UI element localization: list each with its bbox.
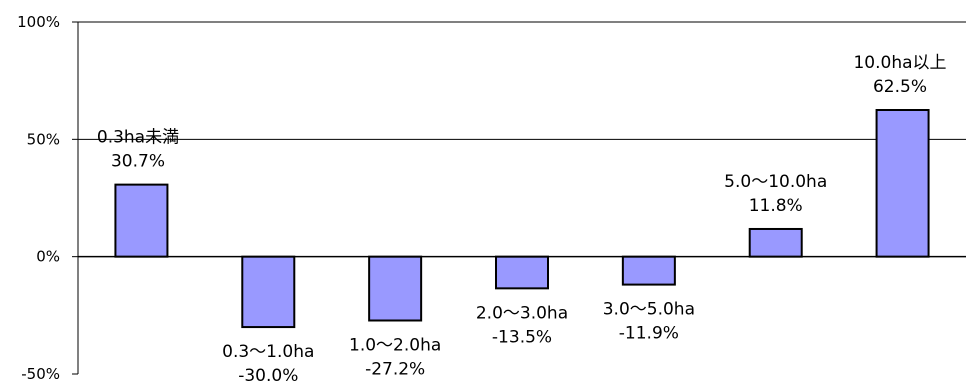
category-label: 5.0〜10.0ha: [724, 172, 827, 192]
bar: [875, 109, 930, 258]
category-label: 0.3ha未満: [97, 128, 179, 148]
y-tick-label: 50%: [27, 130, 60, 148]
value-label: 11.8%: [749, 196, 803, 216]
value-label: -13.5%: [492, 327, 552, 347]
bars: [78, 109, 966, 329]
category-label: 1.0〜2.0ha: [349, 335, 441, 355]
bar: [748, 227, 803, 258]
bar: [368, 255, 423, 322]
bar: [241, 255, 296, 329]
grid-layer: [77, 21, 966, 374]
category-label: 2.0〜3.0ha: [476, 303, 568, 323]
bar: [114, 183, 169, 258]
data-labels: 0.3ha未満 30.7% 0.3〜1.0ha -30.0% 1.0〜2.0ha -27.…: [97, 53, 947, 386]
y-tick-label: 100%: [17, 13, 60, 31]
y-axis-ticks: 100% 50% 0% -50%: [17, 13, 78, 383]
bar: [495, 255, 549, 290]
value-label: -27.2%: [365, 359, 425, 379]
value-label: 62.5%: [873, 77, 927, 97]
value-label: -30.0%: [238, 366, 298, 386]
y-tick-label: 0%: [36, 248, 60, 266]
category-label: 0.3〜1.0ha: [222, 342, 314, 362]
category-label: 10.0ha以上: [853, 53, 946, 73]
category-label: 3.0〜5.0ha: [603, 300, 695, 320]
value-label: 30.7%: [111, 152, 165, 172]
value-label: -11.9%: [619, 324, 679, 344]
bar: [621, 255, 676, 286]
y-tick-label: -50%: [21, 365, 60, 383]
